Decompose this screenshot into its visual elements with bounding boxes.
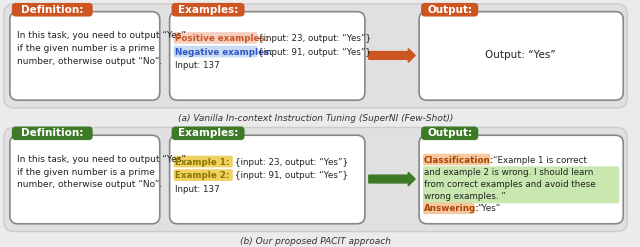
FancyBboxPatch shape xyxy=(173,46,257,57)
Text: {input: 23, output: “Yes”}: {input: 23, output: “Yes”} xyxy=(235,158,348,167)
Text: Example 2:: Example 2: xyxy=(175,171,229,180)
Text: Definition:: Definition: xyxy=(21,128,83,138)
Text: {input: 91, output: “Yes”}: {input: 91, output: “Yes”} xyxy=(235,171,348,180)
Text: Positive examples:: Positive examples: xyxy=(175,34,268,43)
Text: Output:: Output: xyxy=(427,128,472,138)
Text: Negative examples:: Negative examples: xyxy=(175,48,273,57)
Text: and example 2 is wrong. I should learn: and example 2 is wrong. I should learn xyxy=(424,168,593,177)
FancyBboxPatch shape xyxy=(170,12,365,100)
Text: Classification:: Classification: xyxy=(424,156,495,165)
Text: In this task, you need to output “Yes”
if the given number is a prime
number, ot: In this task, you need to output “Yes” i… xyxy=(17,155,186,189)
FancyBboxPatch shape xyxy=(4,127,627,231)
FancyBboxPatch shape xyxy=(173,32,257,44)
FancyBboxPatch shape xyxy=(173,169,233,181)
FancyArrow shape xyxy=(369,49,415,62)
Text: Output:: Output: xyxy=(427,5,472,15)
Text: Input: 137: Input: 137 xyxy=(175,61,220,70)
FancyBboxPatch shape xyxy=(423,154,490,165)
FancyBboxPatch shape xyxy=(173,156,233,167)
Text: In this task, you need to output “Yes”
if the given number is a prime
number, ot: In this task, you need to output “Yes” i… xyxy=(17,31,186,66)
Text: Answering:: Answering: xyxy=(424,204,480,213)
FancyBboxPatch shape xyxy=(172,126,244,140)
Text: (b) Our proposed PACIT approach: (b) Our proposed PACIT approach xyxy=(240,237,391,247)
FancyBboxPatch shape xyxy=(12,3,93,17)
FancyBboxPatch shape xyxy=(423,166,620,203)
FancyBboxPatch shape xyxy=(421,3,478,17)
Text: Examples:: Examples: xyxy=(178,5,238,15)
Text: Examples:: Examples: xyxy=(178,128,238,138)
FancyBboxPatch shape xyxy=(10,12,160,100)
FancyBboxPatch shape xyxy=(4,4,627,108)
Text: {input: 23, output: “Yes”}: {input: 23, output: “Yes”} xyxy=(259,34,371,43)
FancyBboxPatch shape xyxy=(421,126,478,140)
Text: Input: 137: Input: 137 xyxy=(175,185,220,194)
FancyBboxPatch shape xyxy=(12,126,93,140)
Text: Example 1:: Example 1: xyxy=(175,158,229,167)
Text: Definition:: Definition: xyxy=(21,5,83,15)
FancyArrow shape xyxy=(369,172,415,186)
Text: “Yes”: “Yes” xyxy=(477,204,500,213)
FancyBboxPatch shape xyxy=(419,12,623,100)
FancyBboxPatch shape xyxy=(423,202,474,214)
FancyBboxPatch shape xyxy=(419,135,623,224)
Text: Output: “Yes”: Output: “Yes” xyxy=(485,50,556,61)
Text: (a) Vanilla In-context Instruction Tuning (SuperNI (Few-Shot)): (a) Vanilla In-context Instruction Tunin… xyxy=(178,114,453,123)
FancyBboxPatch shape xyxy=(10,135,160,224)
Text: from correct examples and avoid these: from correct examples and avoid these xyxy=(424,180,596,189)
FancyBboxPatch shape xyxy=(172,3,244,17)
Text: {input: 91, output: “Yes”}: {input: 91, output: “Yes”} xyxy=(259,48,371,57)
Text: wrong examples. ”: wrong examples. ” xyxy=(424,192,506,201)
Text: “Example 1 is correct: “Example 1 is correct xyxy=(493,156,587,165)
FancyBboxPatch shape xyxy=(170,135,365,224)
